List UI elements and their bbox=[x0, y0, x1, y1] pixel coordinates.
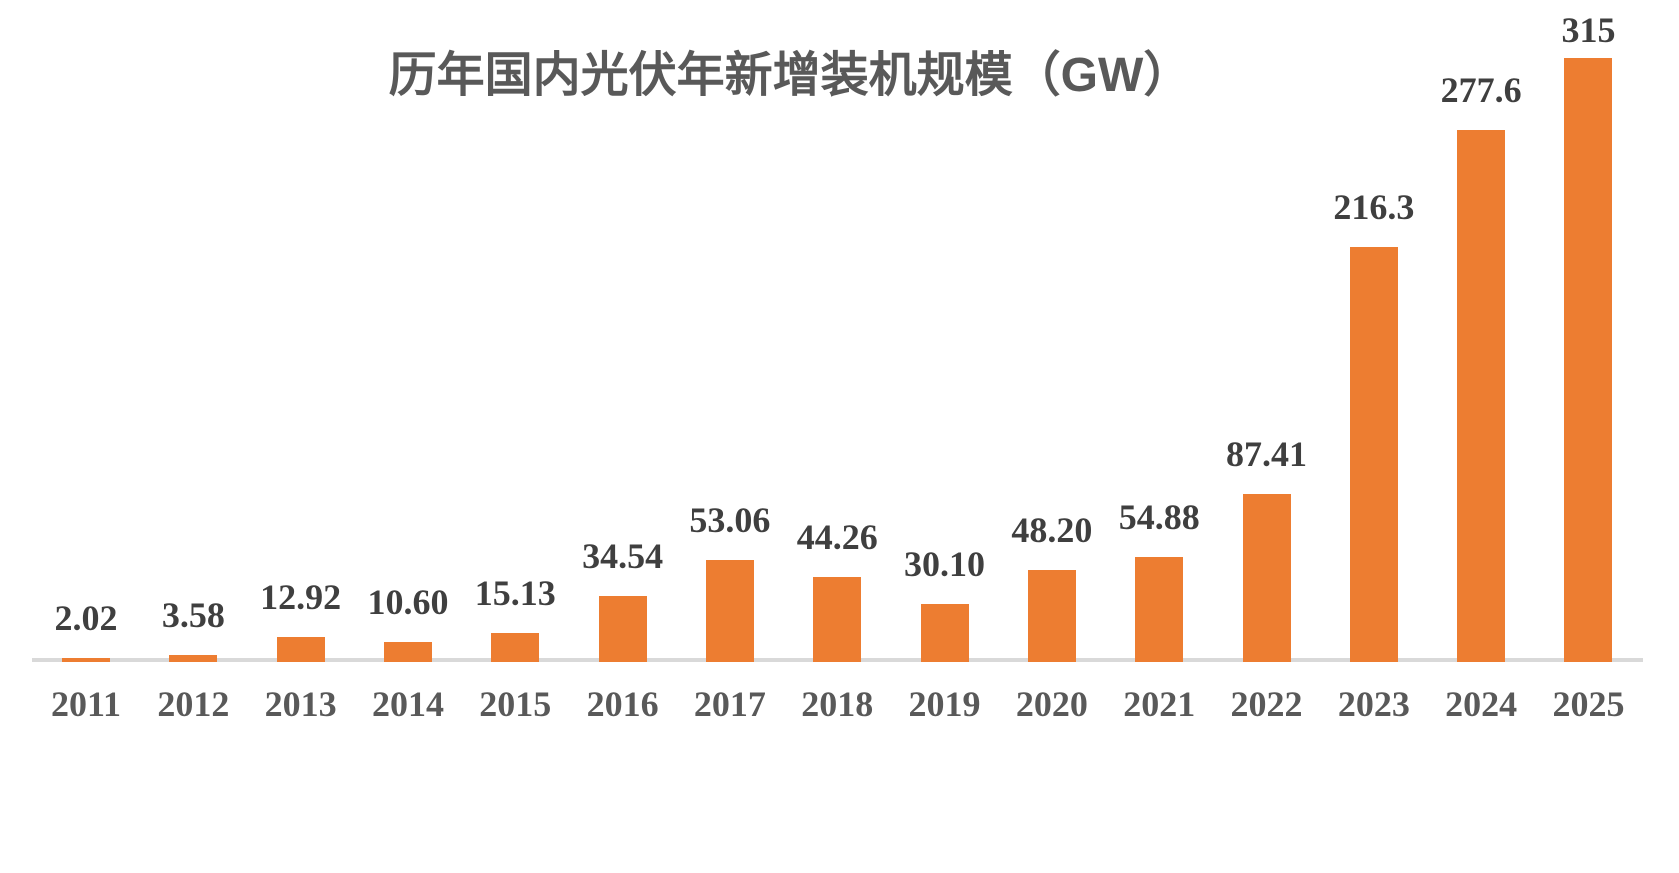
bar-2013 bbox=[276, 637, 325, 662]
bar-2020 bbox=[1027, 569, 1076, 662]
x-tick-2012: 2012 bbox=[157, 684, 230, 724]
x-tick-2022: 2022 bbox=[1230, 684, 1303, 724]
x-tick-2025: 2025 bbox=[1552, 684, 1625, 724]
x-tick-2019: 2019 bbox=[908, 684, 981, 724]
bar-2018 bbox=[813, 577, 862, 662]
bar-2011 bbox=[62, 658, 110, 662]
bar-2012 bbox=[169, 655, 218, 662]
x-tick-2021: 2021 bbox=[1123, 684, 1196, 724]
chart-title: 历年国内光伏年新增装机规模（GW） bbox=[388, 49, 1192, 102]
bar-2014 bbox=[383, 641, 432, 662]
x-tick-2020: 2020 bbox=[1015, 684, 1088, 724]
value-label-2012: 3.58 bbox=[161, 595, 225, 636]
value-label-2011: 2.02 bbox=[54, 598, 118, 639]
bar-2016 bbox=[598, 595, 647, 662]
bar-2024 bbox=[1457, 129, 1506, 662]
bar-2023 bbox=[1349, 247, 1398, 662]
x-tick-2011: 2011 bbox=[50, 684, 122, 724]
x-tick-2018: 2018 bbox=[801, 684, 874, 724]
value-label-2023: 216.3 bbox=[1333, 187, 1415, 228]
value-label-2013: 12.92 bbox=[260, 577, 342, 618]
value-label-2024: 277.6 bbox=[1440, 69, 1522, 110]
x-tick-2024: 2024 bbox=[1445, 684, 1518, 724]
x-tick-2017: 2017 bbox=[693, 684, 766, 724]
x-tick-2023: 2023 bbox=[1337, 684, 1410, 724]
value-label-2022: 87.41 bbox=[1226, 434, 1308, 475]
bar-2022 bbox=[1242, 494, 1291, 662]
value-label-2015: 15.13 bbox=[474, 573, 556, 613]
bar-2021 bbox=[1135, 556, 1184, 662]
value-label-2017: 53.06 bbox=[689, 500, 771, 541]
bar-2017 bbox=[705, 560, 754, 662]
value-label-2021: 54.88 bbox=[1118, 496, 1200, 537]
value-label-2025: 315 bbox=[1561, 10, 1616, 50]
value-label-2019: 30.10 bbox=[904, 544, 986, 585]
x-tick-2015: 2015 bbox=[479, 684, 552, 724]
x-tick-2013: 2013 bbox=[264, 684, 337, 724]
bar-2019 bbox=[920, 604, 969, 662]
value-label-2016: 34.54 bbox=[582, 535, 664, 576]
value-label-2014: 10.60 bbox=[367, 581, 449, 622]
bar-2015 bbox=[491, 633, 540, 662]
x-tick-2016: 2016 bbox=[586, 684, 659, 724]
bar-2025 bbox=[1564, 58, 1613, 662]
x-tick-2014: 2014 bbox=[371, 684, 444, 724]
value-label-2020: 48.20 bbox=[1011, 509, 1093, 550]
value-label-2018: 44.26 bbox=[796, 517, 878, 558]
